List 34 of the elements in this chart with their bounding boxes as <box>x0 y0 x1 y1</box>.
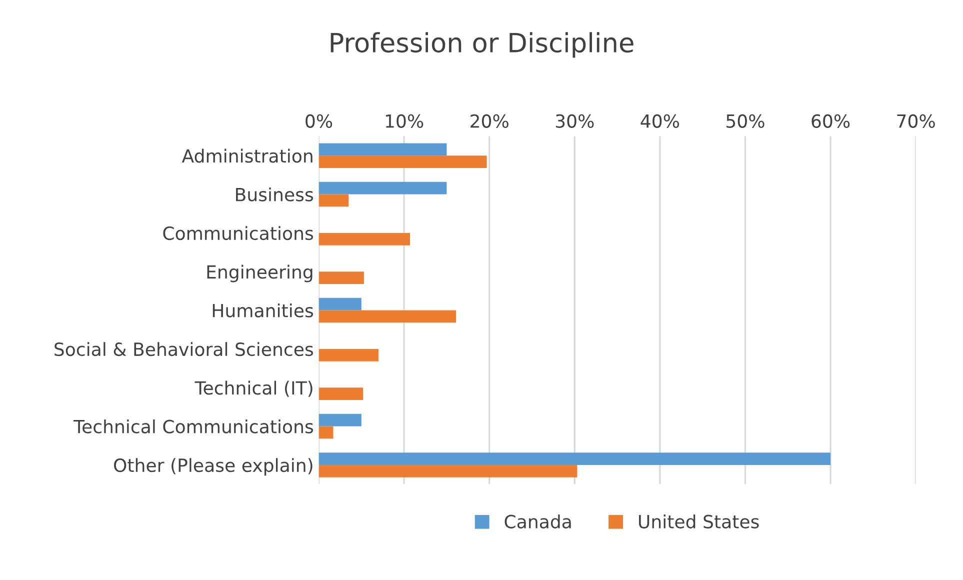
legend-label: Canada <box>504 514 571 528</box>
x-tick-label: 40% <box>640 114 679 128</box>
bar <box>318 232 410 246</box>
bar <box>318 194 349 207</box>
y-tick-label: Communications <box>163 226 314 240</box>
bar <box>318 426 334 439</box>
y-tick-label: Administration <box>182 148 312 163</box>
x-tick-label: 0% <box>306 114 332 128</box>
bar <box>318 414 362 426</box>
bar <box>318 348 378 362</box>
x-tick-label: 30% <box>556 114 594 128</box>
y-tick-label: Technical (IT) <box>194 380 312 397</box>
bar <box>318 452 831 465</box>
bar <box>318 310 456 323</box>
y-tick-label: Social & Behavioral Sciences <box>54 342 314 356</box>
y-tick-label: Engineering <box>207 264 312 282</box>
bar <box>318 298 362 310</box>
x-tick-label: 60% <box>812 114 850 128</box>
bar <box>318 388 364 400</box>
y-tick-label: Technical Communications <box>73 419 314 434</box>
y-tick-label: Humanities <box>212 303 314 318</box>
x-tick-label: 70% <box>897 114 935 128</box>
x-tick-label: 10% <box>386 114 424 128</box>
y-tick-label: Other (Please explain) <box>114 458 312 476</box>
x-tick-label: 50% <box>726 114 764 128</box>
chart-title: Profession or Discipline <box>330 32 634 58</box>
y-tick-label: Business <box>236 187 314 202</box>
bar <box>318 272 364 284</box>
legend-label: United States <box>639 514 759 528</box>
bar <box>318 464 578 478</box>
bar <box>318 182 447 194</box>
bar <box>318 143 447 156</box>
bar <box>318 156 487 168</box>
x-tick-label: 20% <box>470 114 508 128</box>
